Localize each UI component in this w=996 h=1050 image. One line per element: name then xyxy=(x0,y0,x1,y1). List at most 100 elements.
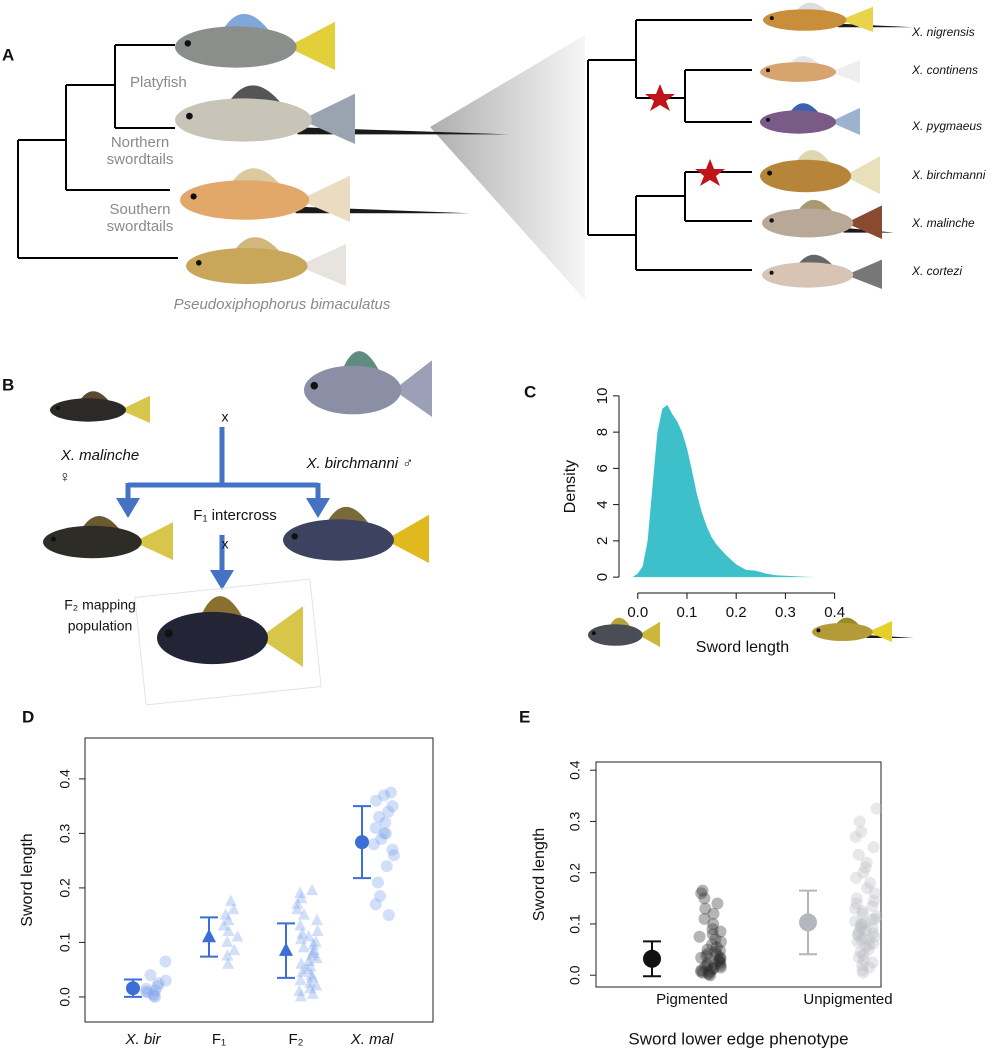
data-point xyxy=(856,918,869,931)
data-point xyxy=(859,916,872,929)
data-point xyxy=(293,984,306,996)
data-point xyxy=(700,949,713,962)
fish-photo xyxy=(760,56,860,83)
fish-photo xyxy=(812,617,914,642)
data-point xyxy=(712,955,725,968)
data-point xyxy=(868,887,881,900)
fish-photo xyxy=(175,85,510,144)
species-label: X. nigrensis xyxy=(911,25,975,39)
data-point xyxy=(296,927,309,939)
fish-body xyxy=(43,525,142,559)
data-point xyxy=(159,955,172,968)
data-point xyxy=(307,943,320,956)
data-point xyxy=(711,897,724,910)
data-point xyxy=(850,871,863,884)
data-point xyxy=(695,965,708,978)
data-point xyxy=(306,949,319,961)
data-point xyxy=(706,938,719,951)
data-point xyxy=(870,802,883,815)
fish-tail xyxy=(287,21,335,70)
mean-marker xyxy=(202,928,216,943)
y-tick-label: 2 xyxy=(594,537,611,545)
female-symbol: ♀ xyxy=(59,469,71,486)
panel-label: D xyxy=(22,707,34,726)
category-label: Pigmented xyxy=(656,991,728,1008)
data-point xyxy=(369,821,382,834)
data-point xyxy=(152,977,165,990)
data-point xyxy=(855,923,868,936)
data-point xyxy=(852,929,865,942)
data-point xyxy=(149,990,162,1003)
data-point xyxy=(849,830,862,843)
fish-photo xyxy=(760,150,880,194)
data-point xyxy=(294,990,307,1002)
data-point xyxy=(713,953,726,966)
data-point xyxy=(222,957,235,969)
fish-body xyxy=(175,26,297,68)
x-tick-label: 0.2 xyxy=(726,604,747,621)
fish-sword xyxy=(837,23,913,28)
data-point xyxy=(711,948,724,961)
y-tick-label: 4 xyxy=(594,500,611,508)
data-point xyxy=(869,912,882,925)
outgroup-label: Pseudoxiphophorus bimaculatus xyxy=(174,296,391,313)
category-label: X. mal xyxy=(350,1031,394,1048)
data-point xyxy=(852,951,865,964)
y-tick-label: 0.4 xyxy=(57,769,73,789)
mapping-label: F₂ mapping xyxy=(64,597,136,613)
fish-body xyxy=(186,248,308,284)
data-point xyxy=(863,961,876,974)
fish-photo xyxy=(180,168,470,222)
y-tick-label: 0.1 xyxy=(57,932,73,952)
fish-body xyxy=(157,611,268,665)
data-point xyxy=(861,882,874,895)
fish-photo xyxy=(304,351,432,417)
y-tick-label: 10 xyxy=(594,388,611,405)
fish-body xyxy=(812,623,873,641)
data-point xyxy=(866,956,879,969)
plot-frame xyxy=(595,761,882,988)
y-tick-label: 0.0 xyxy=(57,987,73,1007)
fish-photo xyxy=(762,254,882,289)
y-tick-label: 0.2 xyxy=(567,863,583,883)
fish-body xyxy=(762,262,854,288)
x-tick-label: 0.4 xyxy=(824,604,845,621)
star xyxy=(645,84,675,111)
fish-eye xyxy=(310,381,319,390)
category-label: F₁ xyxy=(212,1031,226,1048)
data-point xyxy=(300,962,313,975)
fish-photo xyxy=(762,199,894,239)
x-tick-label: 0.0 xyxy=(627,604,648,621)
data-point xyxy=(693,930,706,943)
data-point xyxy=(707,962,720,975)
data-point xyxy=(369,898,382,911)
data-point xyxy=(304,976,317,988)
data-point xyxy=(707,917,720,930)
panel-label: E xyxy=(519,707,530,726)
data-point xyxy=(701,943,714,956)
data-point xyxy=(851,935,864,948)
data-point xyxy=(382,909,395,922)
data-point xyxy=(851,928,864,941)
data-point xyxy=(709,933,722,946)
data-point xyxy=(698,912,711,925)
data-point xyxy=(386,843,399,856)
data-point xyxy=(713,944,726,957)
fish-photo xyxy=(763,2,913,33)
data-point xyxy=(859,941,872,954)
fish-body xyxy=(304,365,402,415)
data-point xyxy=(860,856,873,869)
data-point xyxy=(857,966,870,979)
data-point xyxy=(291,897,304,909)
data-point xyxy=(307,938,320,950)
data-point xyxy=(696,884,709,897)
data-point xyxy=(305,968,318,980)
y-tick-label: 0.3 xyxy=(57,823,73,843)
intercross-label: F₁ intercross xyxy=(193,507,276,524)
data-point xyxy=(865,913,878,926)
data-point xyxy=(380,860,393,873)
data-point xyxy=(696,966,709,979)
data-point xyxy=(296,965,309,977)
mean-marker xyxy=(126,981,140,996)
